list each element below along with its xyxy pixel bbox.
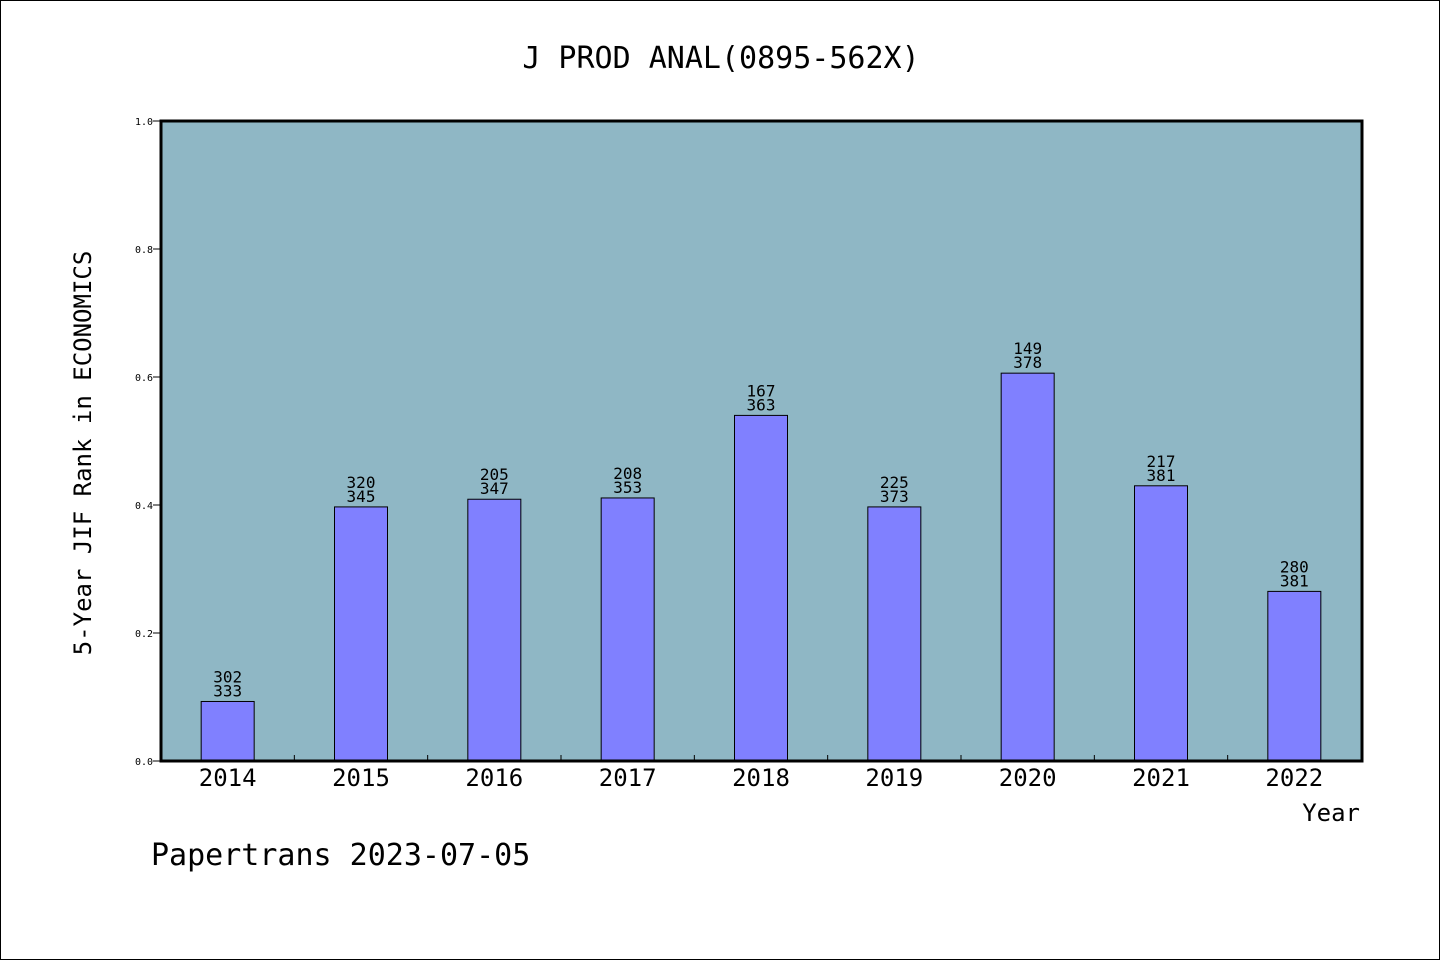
- footer-watermark: Papertrans 2023-07-05: [151, 838, 530, 873]
- y-tick-label: 0.6: [135, 373, 153, 384]
- bar-rank-label: 167: [747, 381, 776, 400]
- y-axis-title: 5-Year JIF Rank in ECONOMICS: [69, 251, 97, 656]
- y-tick-label: 0.8: [135, 245, 153, 256]
- bar-rank-label: 280: [1280, 557, 1309, 576]
- bar-total-label: 381: [1280, 571, 1309, 590]
- x-tick-label: 2017: [599, 764, 657, 792]
- bar-rank-label: 205: [480, 465, 509, 484]
- bar-2014: [200, 700, 255, 762]
- bar-total-label: 353: [613, 478, 642, 497]
- bar-2018: [734, 414, 788, 762]
- bar-total-label: 378: [1013, 353, 1042, 372]
- bar-rank-label: 208: [613, 464, 642, 483]
- y-tick-label: 0.0: [135, 757, 153, 768]
- bars: [200, 372, 1322, 762]
- bar-total-label: 381: [1147, 466, 1176, 485]
- plot-border: [159, 119, 1364, 763]
- bar-total-label: 345: [347, 487, 376, 506]
- y-tick-label: 1.0: [135, 117, 153, 128]
- bar-total-label: 347: [480, 479, 509, 498]
- bar-rank-label: 302: [213, 667, 242, 686]
- x-tick-label: 2021: [1132, 764, 1190, 792]
- bar-rank-label: 320: [347, 473, 376, 492]
- chart-title: J PROD ANAL(0895-562X): [522, 41, 919, 76]
- x-tick-label: 2020: [999, 764, 1057, 792]
- x-axis: 2014 2015 2016 2017 2018 2019 2020 2021 2022: [199, 755, 1323, 792]
- bar-2019: [867, 506, 922, 762]
- x-axis-title: Year: [1302, 799, 1360, 827]
- x-tick-label: 2015: [332, 764, 390, 792]
- x-tick-label: 2018: [732, 764, 790, 792]
- y-tick-label: 0.2: [135, 629, 153, 640]
- x-tick-label: 2014: [199, 764, 257, 792]
- bar-2021: [1134, 485, 1188, 762]
- x-tick-label: 2022: [1265, 764, 1323, 792]
- bar-2016: [467, 498, 522, 762]
- bar-total-label: 333: [213, 681, 242, 700]
- bar-2022: [1267, 590, 1322, 762]
- bar-total-label: 373: [880, 487, 909, 506]
- bar-rank-label: 149: [1013, 339, 1042, 358]
- bar-2015: [334, 506, 388, 762]
- bar-2020: [1000, 372, 1055, 762]
- bar-2017: [600, 497, 655, 762]
- bar-rank-label: 225: [880, 473, 909, 492]
- y-tick-label: 0.4: [135, 501, 153, 512]
- bar-total-label: 363: [747, 395, 776, 414]
- bar-labels: 3023333203452053472083531673632253731493…: [213, 339, 1309, 700]
- bar-rank-label: 217: [1147, 452, 1176, 471]
- x-tick-label: 2016: [465, 764, 523, 792]
- x-tick-label: 2019: [865, 764, 923, 792]
- y-axis: 0.0 0.2 0.4 0.6 0.8 1.0: [135, 117, 161, 768]
